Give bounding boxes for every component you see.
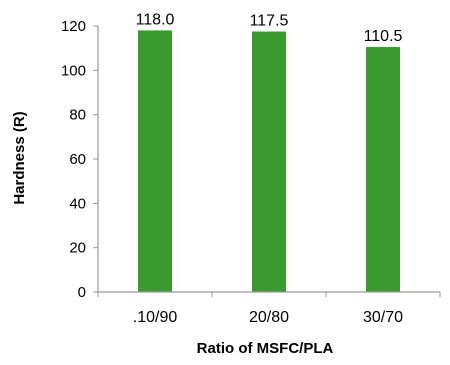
- y-tick-label: 120: [61, 18, 86, 35]
- bar-data-label: 118.0: [136, 11, 175, 28]
- y-axis-label: Hardness (R): [11, 111, 28, 204]
- y-axis-ticks: 0 20 40 60 80 100 120: [61, 18, 98, 301]
- x-tick-label: 30/70: [363, 309, 403, 326]
- y-tick-label: 0: [78, 284, 86, 301]
- data-labels-group: 118.0 117.5 110.5: [136, 11, 403, 45]
- x-tick-label: 20/80: [249, 309, 289, 326]
- x-axis-ticks: .10/90 20/80 30/70: [97, 292, 441, 326]
- y-tick-label: 60: [69, 151, 86, 168]
- bar-data-label: 117.5: [250, 13, 289, 30]
- bars-group: [138, 30, 400, 293]
- bar: [138, 30, 172, 293]
- y-tick-label: 100: [61, 62, 86, 79]
- bar: [366, 47, 400, 292]
- x-tick-label: .10/90: [133, 309, 178, 326]
- x-axis-label: Ratio of MSFC/PLA: [197, 340, 334, 357]
- y-tick-label: 80: [69, 107, 86, 124]
- bar-data-label: 110.5: [364, 28, 403, 45]
- y-tick-label: 40: [69, 195, 86, 212]
- y-tick-label: 20: [69, 240, 86, 257]
- bar: [252, 31, 286, 293]
